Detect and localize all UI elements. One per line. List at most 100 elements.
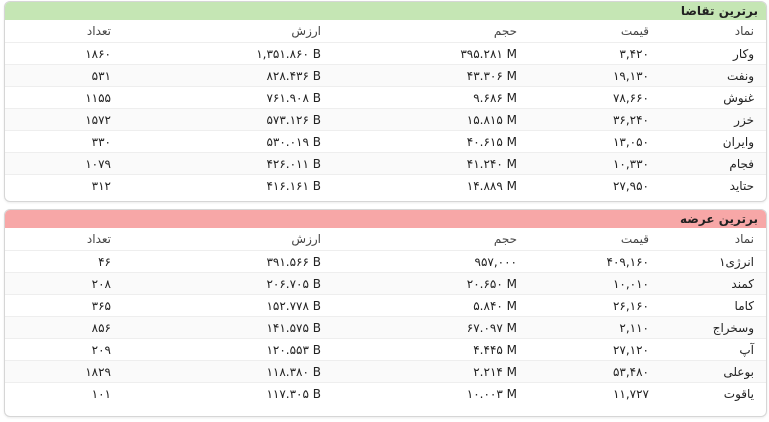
- cell: فجام: [649, 152, 754, 175]
- cell: کاما: [649, 294, 754, 317]
- spacer: [754, 228, 766, 251]
- value: ۲۷,۱۲۰: [612, 342, 649, 357]
- value: ۹.۶۸۶ M: [473, 90, 517, 105]
- cell: بوعلی: [649, 360, 754, 383]
- cell: خزر: [649, 108, 754, 131]
- value: ۸۲۸.۴۳۶ B: [266, 68, 321, 83]
- spacer: [754, 382, 766, 404]
- value: ۲۰۶.۷۰۵ B: [266, 276, 321, 291]
- value: ۱۰.۰۰۳ M: [466, 386, 517, 401]
- spacer: [754, 130, 766, 153]
- column-header: نماد: [734, 232, 754, 246]
- cell: وایران: [649, 130, 754, 153]
- column-header: قیمت: [620, 232, 649, 246]
- value: ۴۱۶.۱۶۱ B: [266, 178, 321, 193]
- value: ۱۸۲۹: [85, 364, 111, 379]
- cell: ۷۶۱.۹۰۸ B: [111, 86, 321, 109]
- cell: ۴.۴۴۵ M: [321, 338, 517, 361]
- cell: ۴۶: [5, 250, 111, 273]
- cell: ۱۴۱.۵۷۵ B: [111, 316, 321, 339]
- table-row: وکار ۳,۴۲۰ ۳۹۵.۲۸۱ M ۱,۳۵۱.۸۶۰ B ۱۸۶۰: [5, 42, 766, 65]
- symbol: یاقوت: [723, 386, 754, 401]
- header-row: نماد قیمت حجم ارزش تعداد: [5, 228, 766, 251]
- value: ۱۵۷۲: [85, 112, 111, 127]
- table-row: انرژی۱ ۴۰۹,۱۶۰ ۹۵۷,۰۰۰ ۳۹۱.۵۶۶ B ۴۶: [5, 250, 766, 273]
- value: ۴۶: [98, 254, 111, 269]
- symbol: ونفت: [727, 68, 754, 83]
- symbol: وسخراج: [712, 320, 754, 335]
- cell: کمند: [649, 272, 754, 295]
- table-row: ونفت ۱۹,۱۳۰ ۴۳.۳۰۶ M ۸۲۸.۴۳۶ B ۵۳۱: [5, 64, 766, 87]
- spacer: [754, 174, 766, 196]
- cell: ۱۵۲.۷۷۸ B: [111, 294, 321, 317]
- cell: ۲.۲۱۴ M: [321, 360, 517, 383]
- value: ۷۶۱.۹۰۸ B: [266, 90, 321, 105]
- value: ۱۴.۸۸۹ M: [466, 178, 517, 193]
- spacer: [754, 86, 766, 109]
- spacer: [754, 108, 766, 131]
- cell: ۸۲۸.۴۳۶ B: [111, 64, 321, 87]
- cell: ۱۱۸.۳۸۰ B: [111, 360, 321, 383]
- cell: ۲۰.۶۵۰ M: [321, 272, 517, 295]
- table-row: کاما ۲۶,۱۶۰ ۵.۸۴۰ M ۱۵۲.۷۷۸ B ۳۶۵: [5, 294, 766, 317]
- value: ۳۶,۲۴۰: [612, 112, 649, 127]
- value: ۱۳,۰۵۰: [612, 134, 649, 149]
- value: ۱۹,۱۳۰: [612, 68, 649, 83]
- symbol: خزر: [734, 112, 754, 127]
- table-row: فجام ۱۰,۳۳۰ ۴۱.۲۴۰ M ۴۲۶.۰۱۱ B ۱۰۷۹: [5, 152, 766, 175]
- cell: ۱۰۱: [5, 382, 111, 404]
- value: ۱۰۷۹: [85, 156, 111, 171]
- cell: ۱۵۷۲: [5, 108, 111, 131]
- cell: ۱۵.۸۱۵ M: [321, 108, 517, 131]
- cell: غنوش: [649, 86, 754, 109]
- cell: انرژی۱: [649, 250, 754, 273]
- value: ۴۰.۶۱۵ M: [466, 134, 517, 149]
- value: ۱۱,۷۲۷: [612, 386, 649, 401]
- cell: ۱۰.۰۰۳ M: [321, 382, 517, 404]
- value: ۶۷.۰۹۷ M: [466, 320, 517, 335]
- symbol: بوعلی: [723, 364, 754, 379]
- cell: ۱,۳۵۱.۸۶۰ B: [111, 42, 321, 65]
- cell: ۱۰,۳۳۰: [517, 152, 649, 175]
- cell: ۴۲۶.۰۱۱ B: [111, 152, 321, 175]
- value: ۷۸,۶۶۰: [612, 90, 649, 105]
- table-row: وایران ۱۳,۰۵۰ ۴۰.۶۱۵ M ۵۳۰.۰۱۹ B ۳۳۰: [5, 130, 766, 153]
- cell: ۷۸,۶۶۰: [517, 86, 649, 109]
- symbol: انرژی۱: [719, 254, 754, 269]
- value: ۱۸۶۰: [85, 46, 111, 61]
- value: ۹۵۷,۰۰۰: [474, 254, 518, 269]
- cell: ۶۷.۰۹۷ M: [321, 316, 517, 339]
- column-header: تعداد: [86, 24, 111, 38]
- value: ۳,۴۲۰: [619, 46, 649, 61]
- cell: ۳۹۵.۲۸۱ M: [321, 42, 517, 65]
- cell: یاقوت: [649, 382, 754, 404]
- cell: ۵۳۰.۰۱۹ B: [111, 130, 321, 153]
- value: ۲.۲۱۴ M: [473, 364, 517, 379]
- table-row: خزر ۳۶,۲۴۰ ۱۵.۸۱۵ M ۵۷۳.۱۲۶ B ۱۵۷۲: [5, 108, 766, 131]
- cell: ۲۶,۱۶۰: [517, 294, 649, 317]
- table-body: انرژی۱ ۴۰۹,۱۶۰ ۹۵۷,۰۰۰ ۳۹۱.۵۶۶ B ۴۶ کمند ۱۰,۰۱…: [5, 250, 766, 404]
- table-row: حتاید ۲۷,۹۵۰ ۱۴.۸۸۹ M ۴۱۶.۱۶۱ B ۳۱۲: [5, 174, 766, 196]
- cell: ۳,۴۲۰: [517, 42, 649, 65]
- cell: ۴۳.۳۰۶ M: [321, 64, 517, 87]
- symbol: غنوش: [723, 90, 754, 105]
- cell: ۳۹۱.۵۶۶ B: [111, 250, 321, 273]
- value: ۱۱۸.۳۸۰ B: [266, 364, 321, 379]
- cell: ۵.۸۴۰ M: [321, 294, 517, 317]
- value: ۳۹۱.۵۶۶ B: [266, 254, 321, 269]
- cell: ۹.۶۸۶ M: [321, 86, 517, 109]
- column-header: حجم: [493, 232, 517, 246]
- value: ۸۵۶: [91, 320, 111, 335]
- column-header: قیمت: [620, 24, 649, 38]
- column-header: نماد: [734, 24, 754, 38]
- value: ۱۱۷.۳۰۵ B: [266, 386, 321, 401]
- value: ۵۳۱: [91, 68, 111, 83]
- cell: ۴۰.۶۱۵ M: [321, 130, 517, 153]
- cell: ۱۸۶۰: [5, 42, 111, 65]
- table-row: آپ ۲۷,۱۲۰ ۴.۴۴۵ M ۱۲۰.۵۵۳ B ۲۰۹: [5, 338, 766, 361]
- table-row: غنوش ۷۸,۶۶۰ ۹.۶۸۶ M ۷۶۱.۹۰۸ B ۱۱۵۵: [5, 86, 766, 109]
- cell: ۱۱۵۵: [5, 86, 111, 109]
- panel-title: برترین تقاضا: [5, 2, 766, 20]
- spacer: [754, 272, 766, 295]
